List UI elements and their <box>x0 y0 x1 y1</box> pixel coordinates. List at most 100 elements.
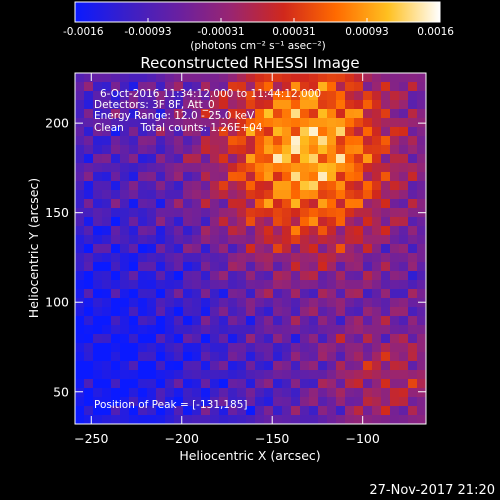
heatmap-cell <box>381 181 391 191</box>
heatmap-cell <box>300 334 310 344</box>
peak-label: Position of Peak = [-131,185] <box>94 399 248 411</box>
footer-timestamp: 27-Nov-2017 21:20 <box>369 483 495 498</box>
heatmap-cell <box>120 406 130 416</box>
heatmap-cell <box>75 343 85 353</box>
heatmap-cell <box>354 154 364 164</box>
heatmap-cell <box>363 352 373 362</box>
heatmap-cell <box>174 352 184 362</box>
heatmap-cell <box>228 316 238 326</box>
heatmap-cell <box>147 208 157 218</box>
heatmap-cell <box>372 127 382 137</box>
heatmap-cell <box>300 379 310 389</box>
heatmap-cell <box>417 298 426 308</box>
heatmap-cell <box>165 289 175 299</box>
heatmap-cell <box>390 136 400 146</box>
heatmap-cell <box>345 352 355 362</box>
heatmap-cell <box>309 280 319 290</box>
heatmap-cell <box>147 154 157 164</box>
heatmap-cell <box>408 154 418 164</box>
heatmap-cell <box>417 100 426 110</box>
heatmap-cell <box>156 244 166 254</box>
heatmap-cell <box>228 271 238 281</box>
heatmap-cell <box>102 163 112 173</box>
heatmap-cell <box>282 388 292 398</box>
heatmap-cell <box>174 118 184 128</box>
heatmap-cell <box>372 253 382 263</box>
heatmap-cell <box>273 379 283 389</box>
heatmap-cell <box>111 181 121 191</box>
heatmap-cell <box>228 73 238 83</box>
heatmap-cell <box>228 415 238 424</box>
heatmap-cell <box>345 109 355 119</box>
heatmap-cell <box>417 325 426 335</box>
heatmap-cell <box>246 136 256 146</box>
heatmap-cell <box>183 217 193 227</box>
heatmap-cell <box>147 226 157 236</box>
heatmap-cell <box>336 406 346 416</box>
heatmap-cell <box>120 217 130 227</box>
heatmap-cell <box>102 361 112 371</box>
heatmap-cell <box>228 397 238 407</box>
heatmap-cell <box>102 82 112 92</box>
heatmap-cell <box>246 100 256 110</box>
heatmap-cell <box>264 253 274 263</box>
heatmap-cell <box>228 307 238 317</box>
heatmap-cell <box>75 154 85 164</box>
heatmap-cell <box>138 100 148 110</box>
heatmap-cell <box>111 289 121 299</box>
heatmap-cell <box>408 316 418 326</box>
heatmap-cell <box>273 82 283 92</box>
heatmap-cell <box>336 199 346 209</box>
heatmap-cell <box>273 262 283 272</box>
heatmap-cell <box>75 370 85 380</box>
heatmap-cell <box>192 415 202 424</box>
heatmap-cell <box>102 145 112 155</box>
heatmap-cell <box>363 181 373 191</box>
heatmap-cell <box>381 163 391 173</box>
heatmap-cell <box>372 136 382 146</box>
heatmap-cell <box>138 262 148 272</box>
heatmap-cell <box>111 145 121 155</box>
heatmap-cell <box>390 361 400 371</box>
heatmap-cell <box>345 370 355 380</box>
heatmap-cell <box>210 388 220 398</box>
heatmap-cell <box>372 289 382 299</box>
heatmap-cell <box>246 181 256 191</box>
heatmap-cell <box>246 118 256 128</box>
heatmap-cell <box>273 145 283 155</box>
heatmap-cell <box>318 271 328 281</box>
heatmap-cell <box>417 82 426 92</box>
heatmap-cell <box>246 415 256 424</box>
heatmap-cell <box>102 244 112 254</box>
heatmap-cell <box>363 145 373 155</box>
heatmap-cell <box>192 379 202 389</box>
heatmap-cell <box>363 127 373 137</box>
heatmap-cell <box>399 145 409 155</box>
heatmap-cell <box>246 73 256 83</box>
heatmap-cell <box>111 379 121 389</box>
heatmap-cell <box>273 271 283 281</box>
heatmap-cell <box>219 397 229 407</box>
heatmap-cell <box>309 325 319 335</box>
heatmap-cell <box>381 397 391 407</box>
heatmap-cell <box>417 379 426 389</box>
heatmap-cell <box>345 91 355 101</box>
heatmap-cell <box>318 343 328 353</box>
heatmap-cell <box>174 154 184 164</box>
heatmap-cell <box>201 163 211 173</box>
x-tick-label: −250 <box>74 431 108 446</box>
heatmap-cell <box>75 73 85 83</box>
heatmap-cell <box>318 298 328 308</box>
heatmap-cell <box>336 235 346 245</box>
heatmap-cell <box>210 118 220 128</box>
heatmap-cell <box>93 334 103 344</box>
heatmap-cell <box>120 181 130 191</box>
heatmap-cell <box>408 235 418 245</box>
heatmap-cell <box>417 217 426 227</box>
heatmap-cell <box>156 388 166 398</box>
heatmap-cell <box>291 181 301 191</box>
heatmap-cell <box>75 136 85 146</box>
heatmap-cell <box>129 100 139 110</box>
heatmap-cell <box>228 280 238 290</box>
heatmap-cell <box>246 190 256 200</box>
